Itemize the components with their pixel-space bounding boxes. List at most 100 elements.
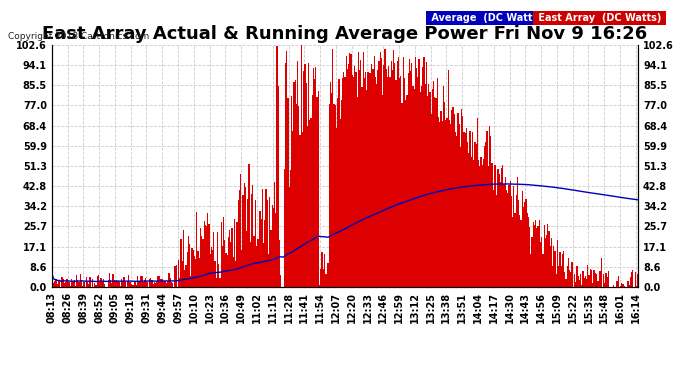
Bar bbox=[370, 73, 371, 287]
Bar bbox=[415, 57, 416, 287]
Bar bbox=[245, 187, 246, 287]
Bar bbox=[558, 266, 560, 287]
Bar bbox=[342, 78, 343, 287]
Bar bbox=[210, 254, 211, 287]
Bar bbox=[269, 197, 270, 287]
Bar bbox=[156, 282, 157, 287]
Bar bbox=[216, 278, 217, 287]
Bar bbox=[631, 272, 632, 287]
Bar bbox=[494, 165, 495, 287]
Bar bbox=[542, 254, 544, 287]
Bar bbox=[247, 199, 248, 287]
Bar bbox=[585, 276, 586, 287]
Bar bbox=[233, 257, 234, 287]
Bar bbox=[272, 205, 273, 287]
Bar bbox=[607, 277, 608, 287]
Bar bbox=[103, 279, 104, 287]
Bar bbox=[108, 280, 109, 287]
Bar bbox=[337, 98, 338, 287]
Bar bbox=[535, 220, 536, 287]
Bar bbox=[518, 200, 520, 287]
Bar bbox=[183, 230, 184, 287]
Bar bbox=[424, 84, 426, 287]
Bar bbox=[574, 274, 575, 287]
Bar bbox=[488, 166, 489, 287]
Bar bbox=[317, 90, 319, 287]
Bar bbox=[592, 283, 593, 287]
Title: East Array Actual & Running Average Power Fri Nov 9 16:26: East Array Actual & Running Average Powe… bbox=[42, 26, 648, 44]
Bar bbox=[373, 56, 375, 287]
Bar bbox=[575, 282, 576, 287]
Bar bbox=[234, 219, 235, 287]
Bar bbox=[618, 276, 619, 287]
Text: Average  (DC Watts): Average (DC Watts) bbox=[428, 13, 546, 22]
Bar bbox=[551, 238, 552, 287]
Bar bbox=[293, 82, 295, 287]
Bar bbox=[237, 200, 239, 287]
Bar bbox=[319, 285, 320, 287]
Bar bbox=[215, 261, 216, 287]
Bar bbox=[59, 281, 60, 287]
Bar bbox=[324, 254, 325, 287]
Bar bbox=[263, 243, 264, 287]
Bar bbox=[110, 280, 111, 287]
Bar bbox=[120, 286, 121, 287]
Bar bbox=[208, 224, 210, 287]
Bar bbox=[338, 79, 339, 287]
Bar bbox=[229, 230, 230, 287]
Bar bbox=[268, 254, 269, 287]
Bar bbox=[241, 250, 242, 287]
Bar bbox=[581, 285, 582, 287]
Bar bbox=[194, 256, 195, 287]
Bar bbox=[327, 262, 328, 287]
Bar bbox=[517, 177, 518, 287]
Bar bbox=[152, 284, 154, 287]
Bar bbox=[562, 254, 563, 287]
Bar bbox=[549, 231, 550, 287]
Bar bbox=[188, 236, 189, 287]
Bar bbox=[307, 126, 308, 287]
Bar bbox=[228, 237, 229, 287]
Bar bbox=[308, 63, 309, 287]
Bar bbox=[167, 281, 168, 287]
Bar bbox=[446, 118, 448, 287]
Bar bbox=[557, 240, 558, 287]
Bar bbox=[226, 255, 228, 287]
Bar bbox=[368, 73, 370, 287]
Bar bbox=[285, 63, 286, 287]
Bar bbox=[186, 252, 188, 287]
Bar bbox=[408, 59, 410, 287]
Bar bbox=[155, 283, 156, 287]
Bar bbox=[211, 247, 212, 287]
Bar bbox=[621, 283, 622, 287]
Bar bbox=[344, 77, 346, 287]
Bar bbox=[172, 283, 173, 287]
Bar bbox=[135, 285, 137, 287]
Bar bbox=[95, 285, 97, 287]
Bar bbox=[622, 285, 624, 287]
Bar bbox=[352, 75, 353, 287]
Bar bbox=[457, 113, 459, 287]
Bar bbox=[320, 269, 322, 287]
Bar bbox=[444, 102, 445, 287]
Bar bbox=[593, 270, 595, 287]
Bar bbox=[117, 282, 119, 287]
Bar bbox=[76, 275, 77, 287]
Bar bbox=[497, 169, 499, 287]
Bar bbox=[112, 274, 114, 287]
Bar bbox=[472, 132, 473, 287]
Bar bbox=[524, 202, 525, 287]
Bar bbox=[376, 84, 377, 287]
Bar bbox=[490, 136, 491, 287]
Bar bbox=[99, 282, 100, 287]
Bar bbox=[362, 87, 363, 287]
Bar bbox=[125, 282, 126, 287]
Bar bbox=[175, 267, 176, 287]
Bar bbox=[464, 134, 466, 287]
Bar bbox=[121, 279, 122, 287]
Bar bbox=[388, 66, 389, 287]
Bar bbox=[207, 213, 208, 287]
Bar bbox=[339, 119, 341, 287]
Bar bbox=[422, 67, 424, 287]
Bar bbox=[428, 84, 429, 287]
